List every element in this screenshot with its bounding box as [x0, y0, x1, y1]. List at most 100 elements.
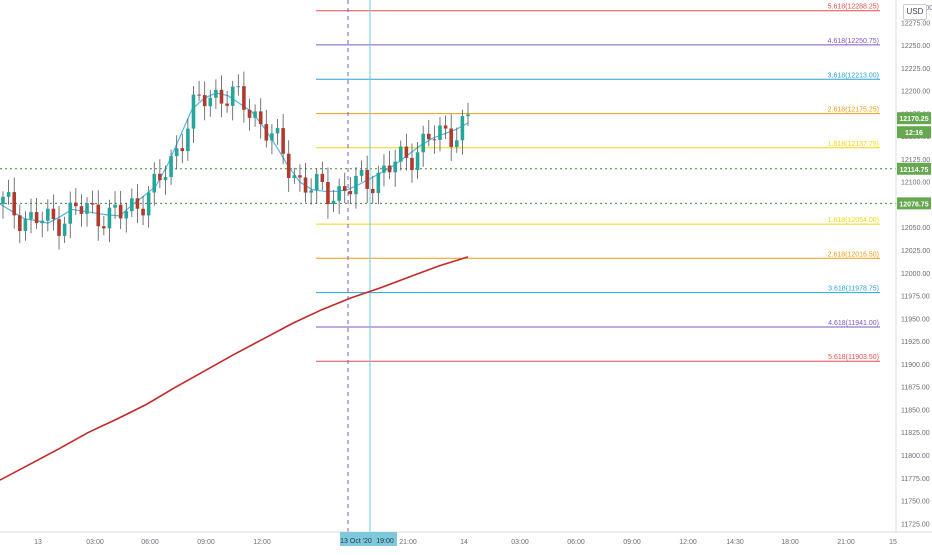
price-tick-label: 11800.00: [901, 453, 930, 460]
candle-body: [398, 146, 403, 162]
candle-body: [298, 175, 302, 178]
price-tag[interactable]: [897, 112, 931, 125]
candle-body: [342, 186, 347, 191]
candle-body: [303, 177, 308, 193]
candle-body: [18, 215, 22, 232]
candle-body: [432, 139, 437, 141]
candle-body: [85, 203, 89, 214]
candle-body: [314, 173, 319, 191]
candle-body: [57, 219, 61, 236]
price-tick-label: 12125.00: [901, 157, 930, 164]
candle-body: [365, 169, 369, 189]
candle-body: [6, 192, 11, 197]
candle-body: [253, 111, 257, 118]
candle-body: [236, 86, 241, 88]
candle-body: [191, 94, 196, 129]
time-tick-label: 15: [889, 539, 897, 546]
candle-body: [219, 89, 224, 104]
price-tick-label: 11950.00: [901, 316, 930, 323]
time-tick-label: 03:00: [511, 539, 529, 546]
candle-body: [337, 186, 341, 201]
candle-body: [180, 148, 185, 152]
price-tick-label: 12225.00: [901, 66, 930, 73]
candle-body: [309, 190, 313, 193]
price-tick-label: 12275.00: [901, 20, 930, 27]
price-tag[interactable]: [897, 162, 931, 175]
vertical-markers[interactable]: [347, 0, 371, 532]
price-tick-label: 11850.00: [901, 407, 930, 414]
candle-body: [359, 169, 364, 176]
candle-body: [96, 204, 101, 227]
price-tick-label: 11875.00: [901, 385, 930, 392]
candle-body: [230, 86, 235, 106]
candle-body: [163, 176, 168, 181]
price-tick-label: 11825.00: [901, 430, 930, 437]
candle-body: [320, 173, 325, 183]
price-tick-label: 12100.00: [901, 180, 930, 187]
candle-body: [443, 125, 448, 129]
candle-body: [275, 128, 280, 134]
time-tick-label: 03:00: [86, 539, 104, 546]
time-axis[interactable]: 13 03:00 06:00 09:00 12:00 21:00 14 03:00 06:00 0…: [0, 531, 932, 546]
candle-body: [23, 218, 28, 232]
candle-body: [124, 211, 129, 219]
candle-body: [146, 192, 151, 216]
candle-body: [281, 128, 285, 154]
candle-body: [208, 97, 213, 107]
candlesticks: [1, 71, 470, 250]
candle-body: [158, 173, 162, 181]
candle-body: [90, 203, 95, 205]
candle-body: [354, 175, 358, 195]
candle-body: [415, 152, 420, 171]
price-tag[interactable]: [897, 126, 931, 139]
candle-body: [141, 208, 145, 216]
candle-body: [264, 124, 269, 141]
time-highlight-badge[interactable]: [340, 532, 397, 546]
fib-level-label: 1.618(12054.00): [828, 217, 879, 224]
candle-body: [29, 212, 33, 219]
candle-body: [1, 196, 5, 205]
candle-body: [326, 182, 330, 205]
fib-level-label: 2.618(12175.25): [828, 107, 879, 114]
candle-body: [130, 198, 134, 212]
candle-body: [68, 202, 73, 224]
candle-body: [34, 212, 39, 224]
candle-body: [449, 128, 453, 147]
currency-button[interactable]: USD: [903, 4, 927, 20]
time-tick-label: 18:00: [781, 539, 799, 546]
candle-body: [214, 89, 218, 98]
time-tick-label: 12:00: [679, 539, 697, 546]
candle-body: [152, 173, 157, 193]
candle-body: [466, 114, 470, 117]
horizontal-dashed-levels[interactable]: [0, 168, 896, 204]
fib-level-label: 4.618(12250.75): [828, 38, 879, 45]
time-tick-label: 14: [460, 539, 468, 546]
price-tick-label: 12250.00: [901, 43, 930, 50]
price-tag-label: 12170.25: [899, 116, 928, 123]
price-tag-label: 12076.75: [899, 201, 928, 208]
time-tick-label: 09:00: [197, 539, 215, 546]
candle-body: [348, 190, 353, 195]
candle-body: [186, 128, 190, 152]
fib-level-label: 3.618(12213.00): [828, 72, 879, 79]
candle-body: [270, 133, 274, 141]
candle-body: [79, 206, 84, 214]
candle-body: [169, 156, 173, 177]
fib-extension-levels[interactable]: 5.618(12288.25) 4.618(12250.75) 3.618(1221…: [316, 4, 880, 362]
time-tick-label: 13: [34, 539, 42, 546]
price-axis[interactable]: 12300.0012275.0012250.0012225.0012200.00…: [895, 0, 932, 532]
price-tag[interactable]: [897, 197, 931, 210]
candle-body: [404, 146, 409, 158]
candle-body: [113, 204, 117, 208]
candle-body: [331, 200, 336, 205]
fib-level-label: 2.618(12016.50): [828, 251, 879, 258]
candle-body: [410, 157, 414, 171]
candle-body: [286, 153, 291, 178]
time-tick-label: 21:00: [837, 539, 855, 546]
price-tick-label: 12000.00: [901, 271, 930, 278]
price-tick-label: 12200.00: [901, 89, 930, 96]
time-tick-label: 06:00: [567, 539, 585, 546]
price-tick-label: 11775.00: [901, 476, 930, 483]
